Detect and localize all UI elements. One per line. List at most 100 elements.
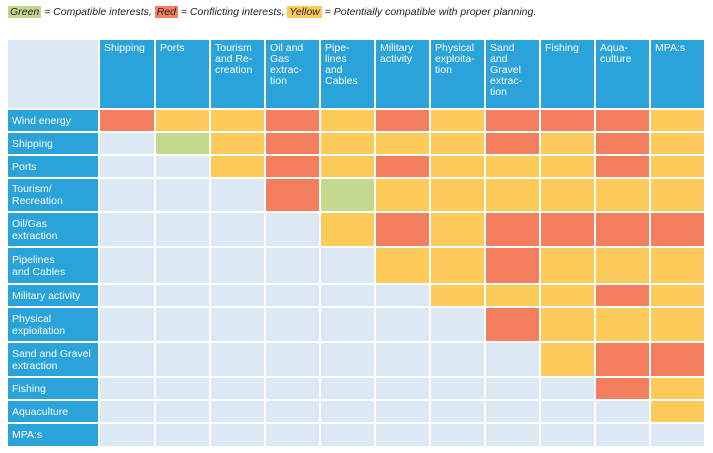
matrix-cell-aquaculture-sand-and-gravel-extrac-tion — [486, 401, 539, 422]
matrix-cell-pipelines-and-cables-aqua-culture — [596, 248, 649, 283]
matrix-cell-tourism-recreation-tourism-and-re-creation — [211, 179, 264, 211]
row-header-pipelines-and-cables: Pipelines and Cables — [8, 248, 98, 283]
matrix-cell-physical-exploitation-oil-and-gas-extrac-tion — [266, 308, 319, 341]
matrix-cell-wind-energy-physical-exploita-tion — [431, 110, 484, 131]
matrix-cell-fishing-shipping — [100, 378, 154, 399]
matrix-cell-sand-and-gravel-extraction-sand-and-gravel-extrac-tion — [486, 343, 539, 376]
matrix-cell-shipping-tourism-and-re-creation — [211, 133, 264, 154]
matrix-cell-fishing-aqua-culture — [596, 378, 649, 399]
matrix-cell-wind-energy-pipe-lines-and-cables — [321, 110, 374, 131]
column-header-sand-and-gravel-extrac-tion: Sand and Gravel extrac- tion — [486, 40, 539, 108]
matrix-cell-tourism-recreation-shipping — [100, 179, 154, 211]
matrix-cell-oil-gas-extraction-sand-and-gravel-extrac-tion — [486, 213, 539, 246]
matrix-cell-sand-and-gravel-extraction-ports — [156, 343, 209, 376]
matrix-cell-tourism-recreation-military-activity — [376, 179, 429, 211]
matrix-cell-aquaculture-mpa-s — [651, 401, 704, 422]
legend-swatch-green: Green — [8, 6, 42, 18]
matrix-cell-ports-physical-exploita-tion — [431, 156, 484, 177]
matrix-cell-oil-gas-extraction-physical-exploita-tion — [431, 213, 484, 246]
matrix-cell-sand-and-gravel-extraction-pipe-lines-and-cables — [321, 343, 374, 376]
matrix-cell-fishing-tourism-and-re-creation — [211, 378, 264, 399]
matrix-cell-physical-exploitation-aqua-culture — [596, 308, 649, 341]
matrix-cell-mpa-s-sand-and-gravel-extrac-tion — [486, 424, 539, 446]
matrix-cell-fishing-sand-and-gravel-extrac-tion — [486, 378, 539, 399]
matrix-cell-oil-gas-extraction-military-activity — [376, 213, 429, 246]
compatibility-matrix: Shipping Ports Tourism and Re- creation Oil… — [8, 40, 704, 446]
column-header-oil-and-gas-extrac-tion: Oil and Gas extrac- tion — [266, 40, 319, 108]
matrix-cell-sand-and-gravel-extraction-tourism-and-re-creation — [211, 343, 264, 376]
matrix-cell-military-activity-shipping — [100, 285, 154, 306]
matrix-cell-pipelines-and-cables-pipe-lines-and-cables — [321, 248, 374, 283]
matrix-cell-oil-gas-extraction-fishing — [541, 213, 594, 246]
matrix-cell-shipping-mpa-s — [651, 133, 704, 154]
matrix-cell-tourism-recreation-pipe-lines-and-cables — [321, 179, 374, 211]
matrix-cell-aquaculture-aqua-culture — [596, 401, 649, 422]
matrix-cell-fishing-fishing — [541, 378, 594, 399]
matrix-cell-mpa-s-tourism-and-re-creation — [211, 424, 264, 446]
matrix-cell-sand-and-gravel-extraction-oil-and-gas-extrac-tion — [266, 343, 319, 376]
matrix-cell-ports-fishing — [541, 156, 594, 177]
matrix-cell-physical-exploitation-shipping — [100, 308, 154, 341]
matrix-cell-aquaculture-tourism-and-re-creation — [211, 401, 264, 422]
matrix-cell-aquaculture-oil-and-gas-extrac-tion — [266, 401, 319, 422]
matrix-cell-pipelines-and-cables-fishing — [541, 248, 594, 283]
matrix-cell-shipping-ports — [156, 133, 209, 154]
matrix-cell-tourism-recreation-mpa-s — [651, 179, 704, 211]
matrix-cell-physical-exploitation-sand-and-gravel-extrac-tion — [486, 308, 539, 341]
legend-text-red: = Conflicting interests, — [177, 6, 288, 18]
matrix-cell-sand-and-gravel-extraction-fishing — [541, 343, 594, 376]
matrix-cell-mpa-s-fishing — [541, 424, 594, 446]
matrix-cell-military-activity-tourism-and-re-creation — [211, 285, 264, 306]
column-header-aqua-culture: Aqua- culture — [596, 40, 649, 108]
matrix-cell-mpa-s-ports — [156, 424, 209, 446]
matrix-cell-military-activity-ports — [156, 285, 209, 306]
matrix-cell-fishing-ports — [156, 378, 209, 399]
matrix-cell-shipping-physical-exploita-tion — [431, 133, 484, 154]
matrix-cell-ports-tourism-and-re-creation — [211, 156, 264, 177]
matrix-cell-wind-energy-oil-and-gas-extrac-tion — [266, 110, 319, 131]
matrix-cell-physical-exploitation-fishing — [541, 308, 594, 341]
matrix-cell-ports-pipe-lines-and-cables — [321, 156, 374, 177]
matrix-cell-physical-exploitation-physical-exploita-tion — [431, 308, 484, 341]
matrix-cell-shipping-sand-and-gravel-extrac-tion — [486, 133, 539, 154]
matrix-cell-fishing-physical-exploita-tion — [431, 378, 484, 399]
row-header-aquaculture: Aquaculture — [8, 401, 98, 422]
row-header-fishing: Fishing — [8, 378, 98, 399]
matrix-corner — [8, 40, 98, 108]
matrix-cell-ports-sand-and-gravel-extrac-tion — [486, 156, 539, 177]
matrix-cell-military-activity-physical-exploita-tion — [431, 285, 484, 306]
row-header-tourism-recreation: Tourism/ Recreation — [8, 179, 98, 211]
matrix-cell-military-activity-military-activity — [376, 285, 429, 306]
matrix-cell-ports-aqua-culture — [596, 156, 649, 177]
matrix-cell-aquaculture-military-activity — [376, 401, 429, 422]
matrix-cell-ports-mpa-s — [651, 156, 704, 177]
matrix-cell-ports-military-activity — [376, 156, 429, 177]
matrix-cell-aquaculture-shipping — [100, 401, 154, 422]
column-header-tourism-and-re-creation: Tourism and Re- creation — [211, 40, 264, 108]
matrix-cell-oil-gas-extraction-oil-and-gas-extrac-tion — [266, 213, 319, 246]
matrix-cell-oil-gas-extraction-mpa-s — [651, 213, 704, 246]
matrix-cell-pipelines-and-cables-tourism-and-re-creation — [211, 248, 264, 283]
row-header-shipping: Shipping — [8, 133, 98, 154]
matrix-cell-tourism-recreation-ports — [156, 179, 209, 211]
matrix-cell-wind-energy-shipping — [100, 110, 154, 131]
matrix-cell-wind-energy-sand-and-gravel-extrac-tion — [486, 110, 539, 131]
matrix-cell-wind-energy-ports — [156, 110, 209, 131]
row-header-sand-and-gravel-extraction: Sand and Gravel extraction — [8, 343, 98, 376]
matrix-cell-physical-exploitation-mpa-s — [651, 308, 704, 341]
matrix-cell-mpa-s-aqua-culture — [596, 424, 649, 446]
legend-text-yellow: = Potentially compatible with proper pla… — [321, 6, 537, 18]
column-header-shipping: Shipping — [100, 40, 154, 108]
matrix-cell-ports-ports — [156, 156, 209, 177]
matrix-cell-pipelines-and-cables-shipping — [100, 248, 154, 283]
matrix-cell-shipping-pipe-lines-and-cables — [321, 133, 374, 154]
matrix-cell-tourism-recreation-aqua-culture — [596, 179, 649, 211]
row-header-oil-gas-extraction: Oil/Gas extraction — [8, 213, 98, 246]
matrix-cell-aquaculture-pipe-lines-and-cables — [321, 401, 374, 422]
matrix-cell-tourism-recreation-sand-and-gravel-extrac-tion — [486, 179, 539, 211]
matrix-cell-pipelines-and-cables-oil-and-gas-extrac-tion — [266, 248, 319, 283]
matrix-cell-sand-and-gravel-extraction-shipping — [100, 343, 154, 376]
matrix-cell-aquaculture-physical-exploita-tion — [431, 401, 484, 422]
matrix-cell-military-activity-sand-and-gravel-extrac-tion — [486, 285, 539, 306]
matrix-cell-tourism-recreation-fishing — [541, 179, 594, 211]
